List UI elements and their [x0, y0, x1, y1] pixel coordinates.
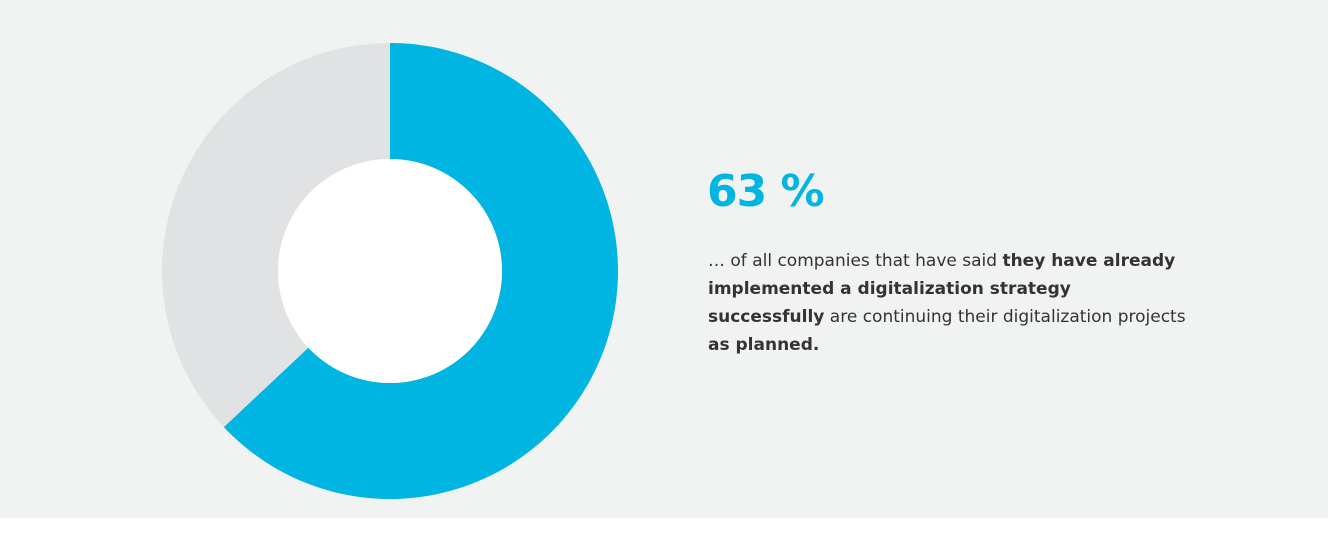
donut-chart	[162, 43, 618, 499]
donut-segment	[223, 43, 618, 499]
panel: 63 % … of all companies that have said t…	[0, 0, 1328, 518]
bold-text: they have already implemented a digitali…	[708, 251, 1176, 327]
text: are continuing their digitalization proj…	[824, 307, 1186, 327]
donut-hole	[278, 159, 502, 383]
donut-segment	[162, 43, 390, 428]
percent-label: 63 %	[707, 166, 825, 217]
description: … of all companies that have said they h…	[708, 247, 1188, 359]
bold-text: as planned.	[708, 335, 820, 355]
text: … of all companies that have said	[708, 251, 1003, 271]
